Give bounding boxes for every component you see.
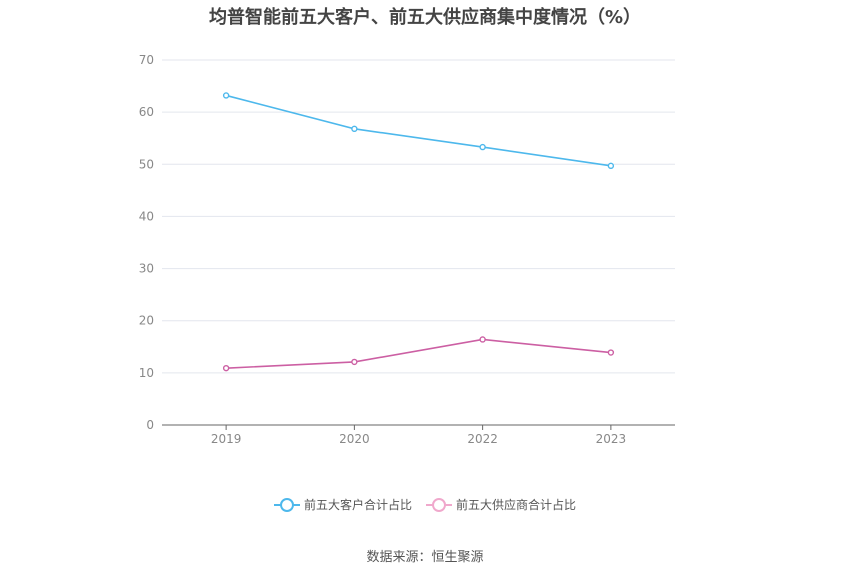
series-lines xyxy=(222,92,615,372)
axes: 0 10 20 30 40 50 60 70 2019 2020 2022 2023 xyxy=(139,53,675,446)
data-point-0-2023 xyxy=(607,162,615,170)
y-tick-label-0: 0 xyxy=(146,418,154,432)
x-tick-label-2020: 2020 xyxy=(339,432,370,446)
y-tick-label-50: 50 xyxy=(139,157,154,171)
legend-marker-suppliers xyxy=(426,497,452,512)
y-tick-label-20: 20 xyxy=(139,314,154,328)
legend-item-customers[interactable]: 前五大客户合计占比 xyxy=(273,496,412,513)
data-source-note: 数据来源：恒生聚源 xyxy=(366,550,484,565)
legend: 前五大客户合计占比 前五大供应商合计占比 xyxy=(0,496,850,513)
series-line-1 xyxy=(226,338,611,369)
y-tick-label-60: 60 xyxy=(139,105,154,119)
data-point-0-2022 xyxy=(479,143,486,151)
y-tick-label-70: 70 xyxy=(139,53,154,67)
x-tick-label-2019: 2019 xyxy=(211,432,242,446)
data-point-1-2019 xyxy=(222,364,230,372)
legend-label-customers: 前五大客户合计占比 xyxy=(303,498,412,512)
series-line-0 xyxy=(225,94,611,167)
data-point-1-2020 xyxy=(351,358,358,366)
x-tick-label-2023: 2023 xyxy=(596,432,627,446)
data-point-1-2023 xyxy=(607,349,615,356)
series-0 xyxy=(222,92,615,170)
grid-lines xyxy=(162,59,675,374)
x-tick-label-2022: 2022 xyxy=(467,432,498,446)
y-tick-label-40: 40 xyxy=(139,209,154,223)
y-tick-label-10: 10 xyxy=(139,366,154,380)
legend-item-suppliers[interactable]: 前五大供应商合计占比 xyxy=(426,496,576,513)
y-tick-label-30: 30 xyxy=(139,262,154,276)
line-chart: 0 10 20 30 40 50 60 70 2019 2020 2022 2023 xyxy=(139,53,675,446)
legend-label-suppliers: 前五大供应商合计占比 xyxy=(456,498,577,512)
data-point-1-2022 xyxy=(479,336,486,343)
data-point-0-2019 xyxy=(222,92,230,99)
series-1 xyxy=(222,336,615,372)
data-point-0-2020 xyxy=(351,125,358,133)
chart-title: 均普智能前五大客户、前五大供应商集中度情况（%） xyxy=(208,7,642,28)
legend-marker-customers xyxy=(273,497,300,512)
